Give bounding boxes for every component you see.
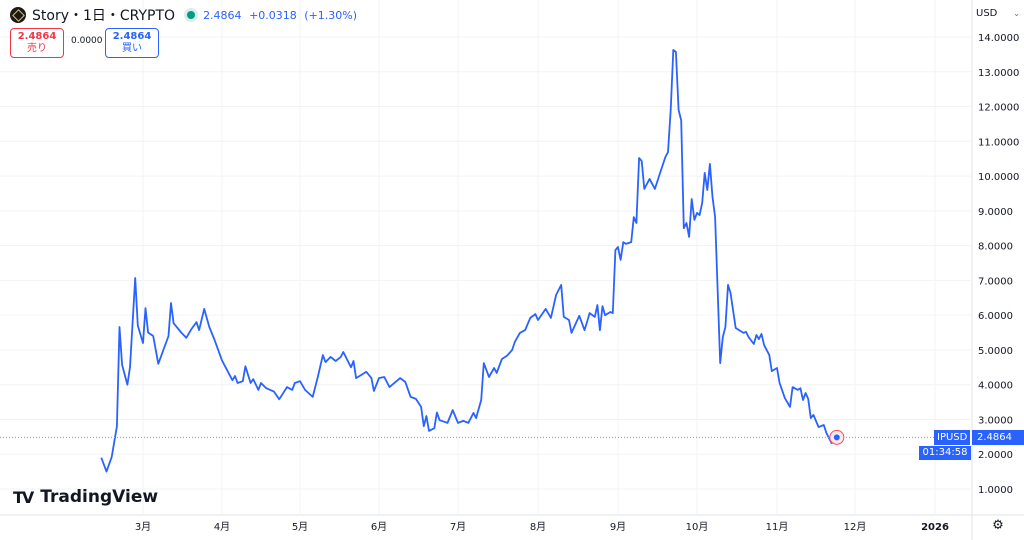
- brand-name: TradingView: [40, 487, 159, 507]
- y-tick-label: 8.0000: [978, 242, 1013, 253]
- y-tick-label: 6.0000: [978, 311, 1013, 322]
- y-tick-label: 13.0000: [978, 68, 1019, 79]
- x-tick-label: 8月: [530, 521, 546, 533]
- x-tick-label: 4月: [214, 521, 230, 533]
- bar-countdown: 01:34:58: [919, 446, 971, 460]
- x-tick-label: 11月: [766, 521, 789, 533]
- symbol-title[interactable]: Story・1日・CRYPTO: [32, 8, 176, 24]
- last-price-value: 2.4864: [977, 432, 1012, 443]
- x-tick-label: 9月: [610, 521, 626, 533]
- x-tick-label: 3月: [135, 521, 151, 533]
- price-change-percent: (+1.30%): [304, 8, 358, 22]
- sell-label: 売り: [27, 43, 47, 54]
- y-tick-label: 2.0000: [978, 450, 1013, 461]
- y-tick-label: 12.0000: [978, 103, 1019, 114]
- x-tick-label: 6月: [371, 521, 387, 533]
- sell-price: 2.4864: [17, 31, 57, 42]
- tradingview-mark-icon: TV: [13, 487, 34, 507]
- y-tick-label: 7.0000: [978, 276, 1013, 287]
- y-tick-label: 10.0000: [978, 172, 1019, 183]
- time-axis[interactable]: 3月 4月 5月 6月 7月 8月 9月 10月 11月 12月 2026: [135, 521, 949, 533]
- buy-label: 買い: [122, 43, 142, 54]
- currency-dropdown[interactable]: USD ⌄: [976, 4, 1020, 22]
- x-tick-label: 2026: [921, 522, 949, 533]
- y-tick-label: 5.0000: [978, 346, 1013, 357]
- tradingview-logo[interactable]: TV TradingView: [13, 487, 158, 507]
- y-tick-label: 14.0000: [978, 33, 1019, 44]
- settings-gear-icon[interactable]: ⚙: [992, 518, 1004, 533]
- symbol-header: Story・1日・CRYPTO 2.4864 +0.0318 (+1.30%): [10, 5, 361, 25]
- y-tick-label: 3.0000: [978, 415, 1013, 426]
- currency-label: USD: [976, 7, 998, 19]
- chevron-down-icon: ⌄: [1013, 8, 1020, 18]
- y-tick-label: 4.0000: [978, 381, 1013, 392]
- y-tick-label: 9.0000: [978, 207, 1013, 218]
- sell-button[interactable]: 2.4864 売り: [10, 28, 64, 58]
- story-logo-icon: [10, 7, 26, 23]
- y-tick-label: 11.0000: [978, 137, 1019, 148]
- x-tick-label: 7月: [450, 521, 466, 533]
- ticker-label: IPUSD: [934, 430, 971, 445]
- last-price: 2.4864: [203, 8, 242, 22]
- price-axis[interactable]: 1.0000 2.0000 3.0000 4.0000 5.0000 6.0000 7.00…: [978, 33, 1019, 496]
- x-tick-label: 12月: [844, 521, 867, 533]
- x-tick-label: 5月: [292, 521, 308, 533]
- last-price-marker: [833, 434, 840, 441]
- y-tick-label: 1.0000: [978, 485, 1013, 496]
- market-status-icon: [187, 11, 196, 19]
- buy-price: 2.4864: [112, 31, 152, 42]
- last-price-label: 2.4864: [972, 430, 1024, 445]
- buy-button[interactable]: 2.4864 買い: [105, 28, 159, 58]
- price-change: +0.0318: [249, 8, 297, 22]
- x-tick-label: 10月: [686, 521, 709, 533]
- quote: 2.4864 +0.0318 (+1.30%): [203, 9, 361, 22]
- spread: 0.0000: [71, 36, 103, 46]
- price-line-series: [100, 49, 838, 473]
